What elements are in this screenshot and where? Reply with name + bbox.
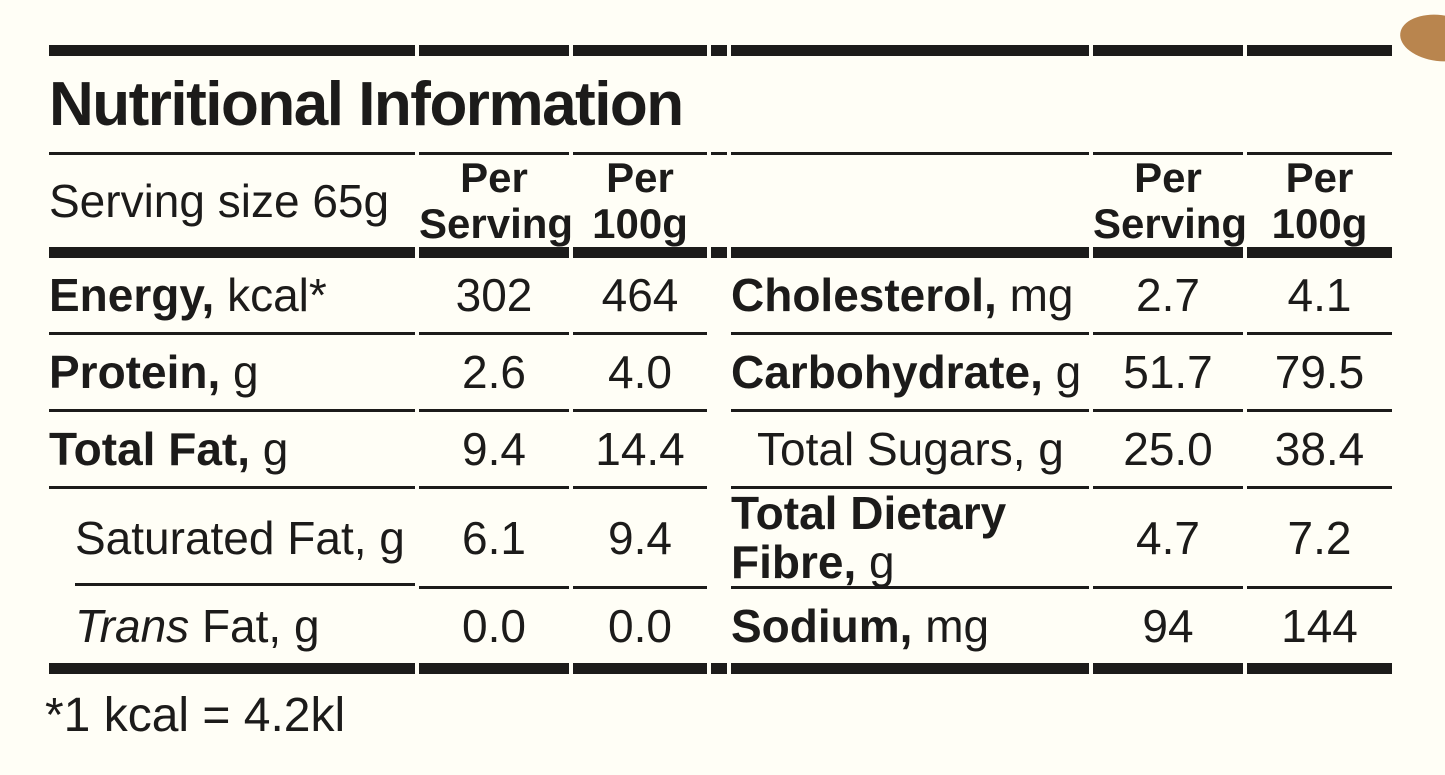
nutrition-table: Nutritional Information Serving size 65g…: [45, 45, 1396, 674]
trans-fat-per-100g-value: 0.0: [573, 589, 707, 674]
total-sugars-label: Total Sugars, g: [731, 412, 1089, 490]
per-100g-header-left: Per 100g: [573, 152, 707, 259]
bar-segment: [49, 45, 415, 56]
total-fat-per-100g-value: 14.4: [573, 412, 707, 490]
bar-segment: [731, 45, 1089, 56]
table-row: Energy, kcal* 302 464 Cholesterol, mg 2.…: [49, 258, 1392, 336]
table-row: Total Fat, g 9.4 14.4 Total Sugars, g 25…: [49, 412, 1392, 490]
total-sugars-per-100g-value: 38.4: [1247, 412, 1392, 490]
cholesterol-label: Cholesterol, mg: [731, 258, 1089, 336]
saturated-fat-label: Saturated Fat, g: [49, 489, 415, 589]
kcal-conversion-footnote: *1 kcal = 4.2kl: [45, 688, 346, 742]
table-row: Protein, g 2.6 4.0 Carbohydrate, g 51.7 …: [49, 335, 1392, 413]
table-row: Saturated Fat, g 6.1 9.4 Total Dietary F…: [49, 489, 1392, 589]
nutrient-unit: mg: [912, 599, 990, 652]
sodium-per-serving-value: 94: [1093, 589, 1243, 674]
bar-segment: [1093, 45, 1243, 56]
protein-per-serving-value: 2.6: [419, 335, 569, 413]
carbohydrate-per-serving-value: 51.7: [1093, 335, 1243, 413]
carbohydrate-per-100g-value: 79.5: [1247, 335, 1392, 413]
serving-size-label: Serving size 65g: [49, 152, 415, 259]
column-gap: [711, 489, 727, 589]
nutrient-name: Protein,: [49, 346, 221, 399]
column-gap: [711, 258, 727, 335]
trans-fat-per-serving-value: 0.0: [419, 589, 569, 674]
protein-label: Protein, g: [49, 335, 415, 413]
title-row: Nutritional Information: [49, 56, 1392, 152]
nutrient-unit: Total Sugars, g: [757, 423, 1064, 476]
nutrient-unit: g: [1042, 346, 1082, 399]
column-gap: [711, 335, 727, 412]
bar-segment: [711, 45, 727, 56]
saturated-fat-per-100g-value: 9.4: [573, 489, 707, 589]
cholesterol-per-serving-value: 2.7: [1093, 258, 1243, 336]
total-fat-label: Total Fat, g: [49, 412, 415, 490]
energy-label: Energy, kcal*: [49, 258, 415, 336]
nutrient-unit: kcal*: [214, 269, 327, 322]
nutrient-name: Total Dietary Fibre,: [731, 487, 1007, 588]
column-gap: [711, 412, 727, 489]
nutrient-unit: g: [220, 346, 259, 399]
right-header-spacer: [731, 152, 1089, 259]
energy-per-serving-value: 302: [419, 258, 569, 336]
dietary-fibre-label: Total Dietary Fibre, g: [731, 489, 1089, 589]
energy-per-100g-value: 464: [573, 258, 707, 336]
total-fat-per-serving-value: 9.4: [419, 412, 569, 490]
column-header-row: Serving size 65g Per Serving Per 100g Pe…: [49, 152, 1392, 259]
nutrient-unit: g: [250, 423, 289, 476]
bar-segment: [573, 45, 707, 56]
cookie-edge-decoration: [1397, 10, 1445, 66]
sodium-label: Sodium, mg: [731, 589, 1089, 674]
nutrient-unit: Fat, g: [189, 599, 320, 652]
saturated-fat-per-serving-value: 6.1: [419, 489, 569, 589]
dietary-fibre-per-100g-value: 7.2: [1247, 489, 1392, 589]
total-sugars-per-serving-value: 25.0: [1093, 412, 1243, 490]
per-serving-header-right: Per Serving: [1093, 152, 1247, 259]
column-gap: [711, 589, 727, 674]
nutrient-name: Sodium,: [731, 599, 913, 652]
cholesterol-per-100g-value: 4.1: [1247, 258, 1392, 336]
nutrient-unit: g: [856, 535, 895, 588]
protein-per-100g-value: 4.0: [573, 335, 707, 413]
nutrient-name: Total Fat,: [49, 423, 251, 476]
nutrient-unit: mg: [996, 269, 1074, 322]
carbohydrate-label: Carbohydrate, g: [731, 335, 1089, 413]
top-border-bar: [49, 45, 1392, 56]
sodium-per-100g-value: 144: [1247, 589, 1392, 674]
column-gap: [711, 152, 727, 259]
per-100g-header-right: Per 100g: [1247, 152, 1392, 259]
dietary-fibre-per-serving-value: 4.7: [1093, 489, 1243, 589]
trans-fat-label: Trans Fat, g: [49, 589, 415, 674]
nutrient-name: Cholesterol,: [731, 269, 997, 322]
nutrient-name: Carbohydrate,: [731, 346, 1043, 399]
nutrient-unit: Saturated Fat, g: [75, 511, 405, 564]
bar-segment: [1247, 45, 1392, 56]
table-row: Trans Fat, g 0.0 0.0 Sodium, mg 94 144: [49, 589, 1392, 674]
nutrient-name: Energy,: [49, 269, 215, 322]
per-serving-header-left: Per Serving: [419, 152, 573, 259]
page-title: Nutritional Information: [49, 69, 684, 139]
bar-segment: [419, 45, 569, 56]
